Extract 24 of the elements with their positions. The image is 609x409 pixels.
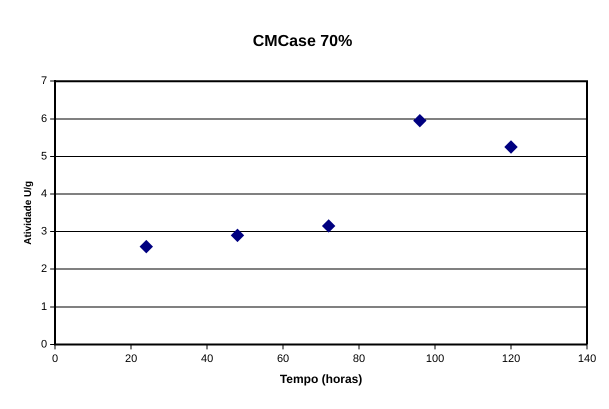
x-tick-label: 80 [352,353,366,366]
y-tick-label: 5 [40,150,48,162]
x-tick-label: 140 [578,353,596,366]
y-axis-title: Atividade U/g [22,180,34,245]
y-tick-label: 7 [40,75,48,88]
x-tick-label: 120 [502,353,520,366]
point [230,228,244,242]
y-tick-label: 3 [40,226,48,238]
point [140,240,153,254]
x-axis-title: Tempo (horas) [280,372,362,386]
y-tick-label: 2 [40,263,48,276]
point [504,140,518,154]
y-tick-label: 1 [40,300,48,313]
y-tick-label: 6 [40,112,48,125]
point [413,114,426,128]
x-tick-label: 20 [124,353,138,366]
x-tick-label: 0 [52,353,58,366]
point [322,219,336,232]
x-tick-label: 60 [276,353,290,366]
y-tick-label: 0 [40,338,48,350]
y-tick-label: 4 [40,188,48,200]
chart-title: CMCase 70% [252,33,352,50]
x-tick-label: 40 [200,353,214,366]
x-tick-label: 100 [426,353,444,366]
